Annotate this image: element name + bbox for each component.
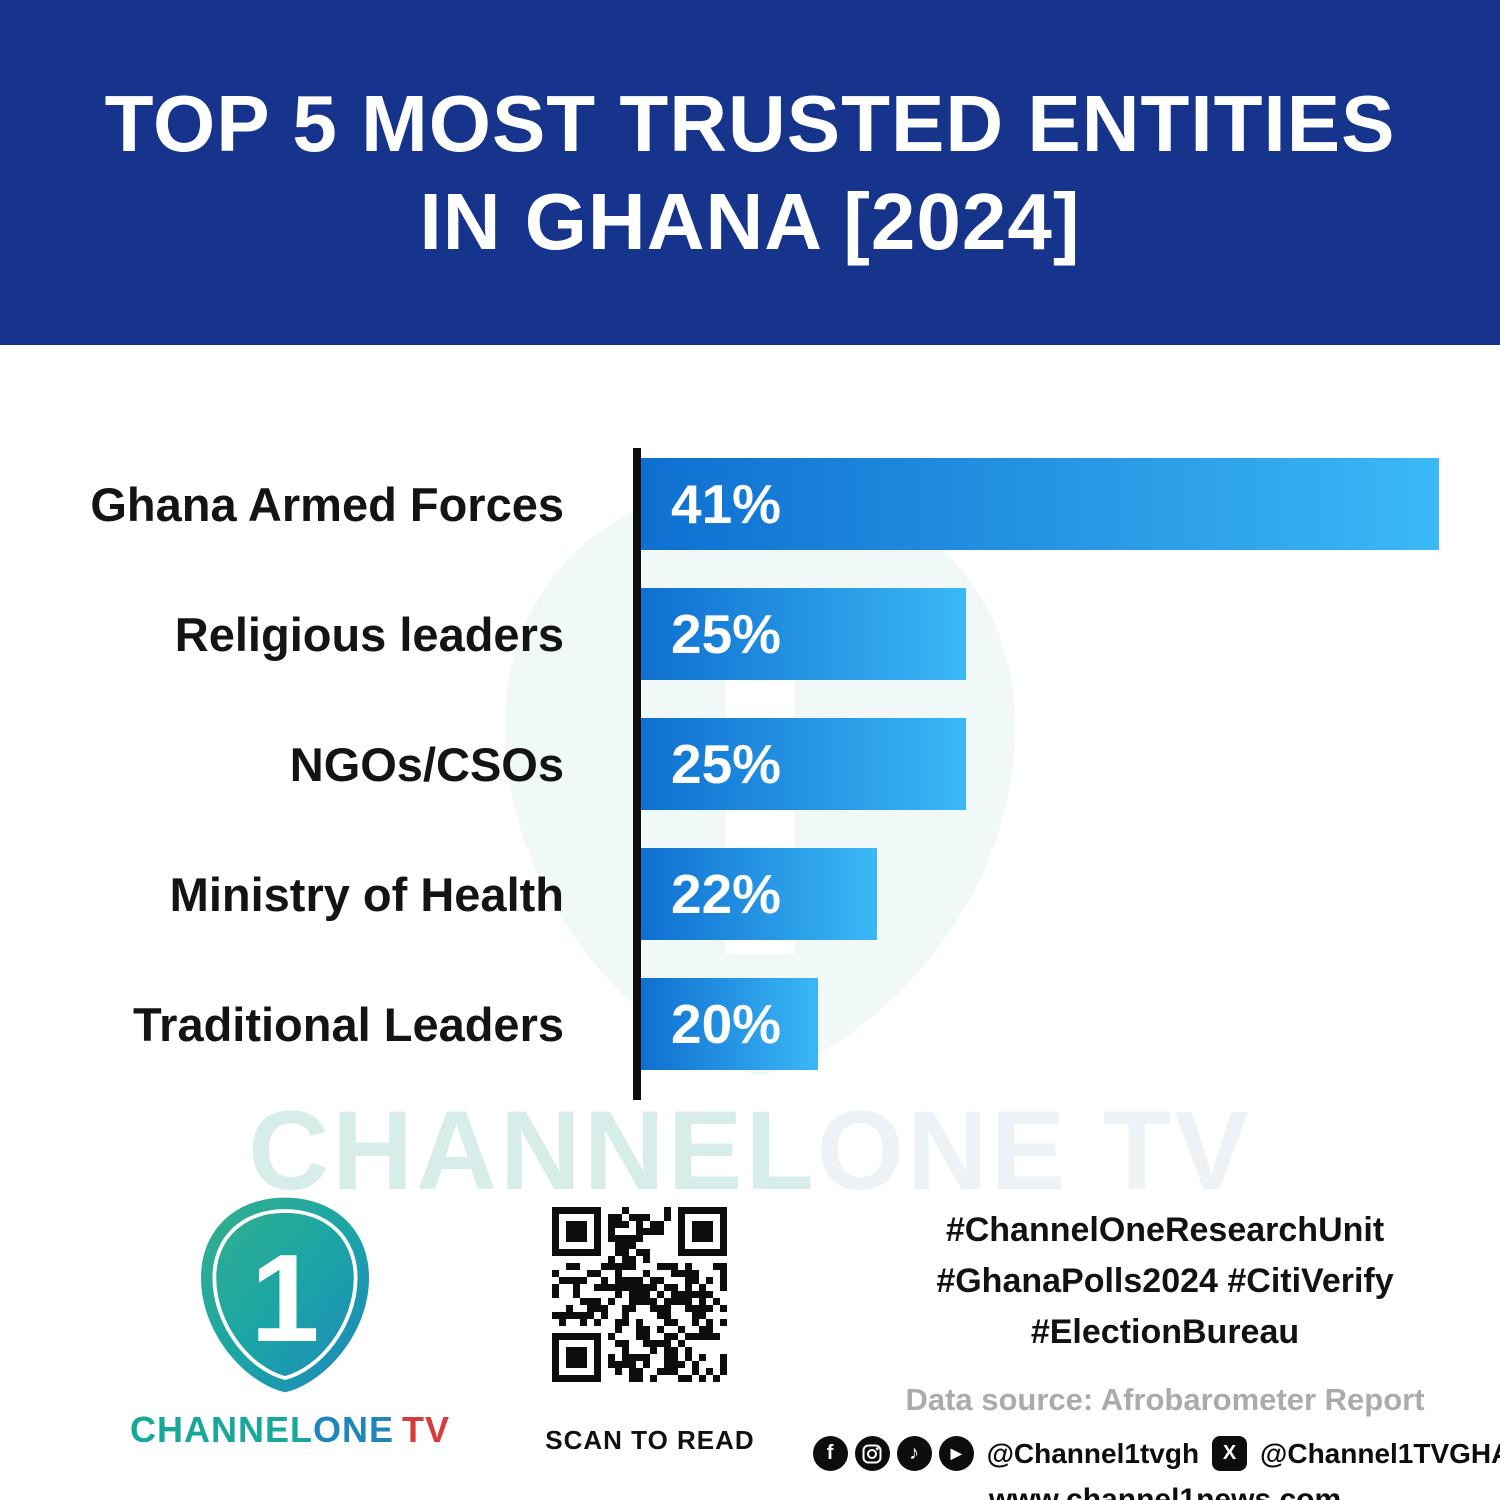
page-title-line-1: TOP 5 MOST TRUSTED ENTITIES bbox=[104, 78, 1396, 168]
bar-value-label: 22% bbox=[671, 863, 782, 925]
qr-block: SCAN TO READ bbox=[540, 1200, 760, 1456]
bar-row: Religious leaders 25% bbox=[0, 588, 1500, 680]
watermark-text: CHANNELONE TV bbox=[0, 1086, 1500, 1215]
hashtag-line-3: #ElectionBureau bbox=[1030, 1313, 1300, 1351]
hashtag-line-1: #ChannelOneResearchUnit bbox=[945, 1211, 1385, 1249]
bar-value-label: 41% bbox=[671, 473, 782, 535]
bar-category-label: Ghana Armed Forces bbox=[90, 477, 564, 531]
wordmark-one: ONE bbox=[313, 1409, 395, 1450]
social-handle-1: @Channel1tvgh bbox=[986, 1437, 1200, 1469]
social-row: f ♪ ▶ @Channel1tvgh X @Channel1TVGHA bbox=[812, 1436, 1500, 1471]
youtube-icon: ▶ bbox=[938, 1436, 974, 1471]
watermark-text-a: CHANNEL bbox=[248, 1088, 817, 1213]
bar-value-label: 25% bbox=[671, 733, 782, 795]
website-url: www.channel1news.com bbox=[988, 1483, 1342, 1500]
footer-info-block: #ChannelOneResearchUnit #GhanaPolls2024 … bbox=[812, 1205, 1500, 1500]
bar-value-label: 25% bbox=[671, 603, 782, 665]
qr-code bbox=[545, 1200, 755, 1410]
qr-caption: SCAN TO READ bbox=[545, 1425, 755, 1455]
bar-row: NGOs/CSOs 25% bbox=[0, 718, 1500, 810]
bar-category-label: Religious leaders bbox=[174, 607, 564, 661]
bar: 22% bbox=[641, 848, 877, 940]
bar-value-label: 20% bbox=[671, 993, 782, 1055]
channel-one-logo-icon: 1 bbox=[201, 1197, 369, 1393]
header-banner: TOP 5 MOST TRUSTED ENTITIES IN GHANA [20… bbox=[0, 0, 1500, 345]
bar-category-label: Ministry of Health bbox=[169, 867, 564, 921]
bar: 25% bbox=[641, 718, 966, 810]
bar-row: Traditional Leaders 20% bbox=[0, 978, 1500, 1070]
watermark-text-b: ONE TV bbox=[816, 1088, 1252, 1213]
logo-numeral: 1 bbox=[250, 1230, 319, 1368]
tiktok-icon: ♪ bbox=[896, 1436, 932, 1471]
bar: 20% bbox=[641, 978, 818, 1070]
bar-row: Ministry of Health 22% bbox=[0, 848, 1500, 940]
channel-one-wordmark: CHANNELONE TV bbox=[130, 1409, 449, 1451]
instagram-icon bbox=[854, 1436, 890, 1471]
bar-category-label: NGOs/CSOs bbox=[289, 737, 564, 791]
bar-category-label: Traditional Leaders bbox=[133, 997, 564, 1051]
wordmark-channel: CHANNEL bbox=[130, 1409, 313, 1450]
data-source-text: Data source: Afrobarometer Report bbox=[905, 1382, 1425, 1417]
page-title-line-2: IN GHANA [2024] bbox=[419, 176, 1081, 266]
chart-axis-line bbox=[633, 448, 641, 1100]
hashtag-line-2: #GhanaPolls2024 #CitiVerify bbox=[936, 1262, 1394, 1300]
facebook-icon: f bbox=[812, 1436, 848, 1471]
x-icon: X bbox=[1212, 1436, 1248, 1471]
channel-one-logo-block: 1 CHANNELONE TV bbox=[130, 1190, 449, 1451]
social-handle-2: @Channel1TVGHA bbox=[1260, 1437, 1500, 1469]
bar: 41% bbox=[641, 458, 1439, 550]
bar-row: Ghana Armed Forces 41% bbox=[0, 458, 1500, 550]
bar-chart: Ghana Armed Forces 41% Religious leaders 25… bbox=[0, 458, 1500, 1108]
wordmark-tv: TV bbox=[402, 1409, 451, 1450]
bar: 25% bbox=[641, 588, 966, 680]
